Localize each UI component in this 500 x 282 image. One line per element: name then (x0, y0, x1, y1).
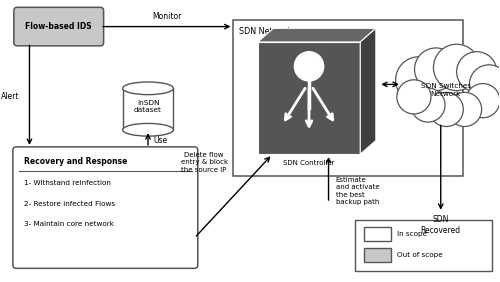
Text: Flow-based IDS: Flow-based IDS (26, 22, 92, 31)
Text: Use: Use (154, 136, 168, 144)
Circle shape (466, 83, 500, 118)
Text: Recovery and Response: Recovery and Response (24, 157, 127, 166)
FancyBboxPatch shape (234, 20, 462, 176)
Polygon shape (258, 28, 376, 42)
Text: Monitor: Monitor (152, 12, 182, 21)
Text: Delete flow
entry & block
the source IP: Delete flow entry & block the source IP (180, 152, 228, 173)
Text: SDN Controller: SDN Controller (284, 160, 335, 166)
Circle shape (470, 65, 500, 104)
Ellipse shape (122, 82, 174, 95)
Circle shape (448, 92, 482, 127)
Circle shape (434, 44, 480, 91)
Circle shape (411, 88, 445, 122)
Text: 2- Restore infected Flows: 2- Restore infected Flows (24, 201, 114, 207)
FancyBboxPatch shape (364, 227, 391, 241)
Polygon shape (258, 42, 360, 154)
Ellipse shape (122, 124, 174, 136)
Circle shape (397, 80, 431, 114)
Polygon shape (360, 28, 376, 154)
Text: Out of scope: Out of scope (397, 252, 442, 258)
Circle shape (414, 48, 457, 91)
FancyBboxPatch shape (364, 248, 391, 261)
Circle shape (396, 57, 442, 103)
Text: Estimate
and activate
the best
backup path: Estimate and activate the best backup pa… (336, 177, 380, 205)
Text: SDN Switches
Network: SDN Switches Network (420, 83, 470, 96)
Circle shape (456, 52, 497, 92)
Text: SDN
Recovered: SDN Recovered (420, 215, 461, 235)
Text: InSDN
dataset: InSDN dataset (134, 100, 162, 113)
FancyBboxPatch shape (356, 220, 492, 271)
Text: Alert: Alert (1, 92, 20, 101)
FancyBboxPatch shape (14, 7, 104, 46)
Text: In scope: In scope (397, 231, 427, 237)
Circle shape (429, 92, 464, 127)
Text: SDN Network: SDN Network (240, 27, 292, 36)
Circle shape (294, 52, 324, 81)
Polygon shape (122, 88, 174, 130)
Text: 1- Withstand reinfection: 1- Withstand reinfection (24, 180, 110, 186)
Text: 3- Maintain core network: 3- Maintain core network (24, 221, 114, 227)
FancyBboxPatch shape (13, 147, 198, 268)
